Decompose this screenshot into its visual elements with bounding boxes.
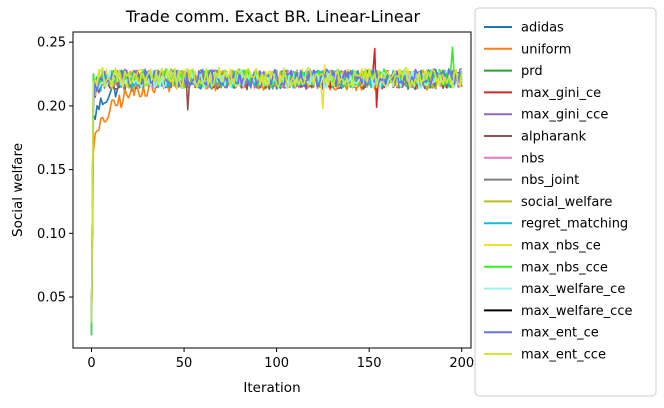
- series-line-regret-matching: [90, 69, 463, 323]
- legend-frame: [474, 7, 657, 397]
- legend-label: max_gini_ce: [521, 86, 601, 101]
- y-axis-label: Social welfare: [10, 143, 26, 237]
- series-line-uniform: [90, 72, 463, 323]
- legend-label: prd: [521, 64, 543, 79]
- series-line-adidas: [90, 70, 462, 336]
- legend-label: max_welfare_ce: [521, 282, 625, 297]
- series-line-max-nbs-cce: [90, 46, 463, 336]
- legend-label: max_nbs_ce: [521, 239, 601, 254]
- series-line-max-gini-cce: [90, 69, 463, 323]
- x-tick-label: 200: [449, 356, 474, 371]
- x-axis-label: Iteration: [243, 380, 300, 396]
- series-line-social-welfare: [90, 69, 463, 323]
- series-line-max-ent-ce: [90, 68, 462, 323]
- series-line-prd: [90, 69, 463, 329]
- x-tick-label: 150: [357, 356, 382, 371]
- y-tick-label: 0.25: [37, 36, 66, 51]
- y-tick-label: 0.10: [37, 227, 66, 242]
- series-line-alpharank: [90, 70, 463, 323]
- legend-label: nbs_joint: [521, 173, 579, 188]
- x-tick-label: 100: [264, 356, 289, 371]
- legend-label: uniform: [521, 42, 571, 57]
- legend-label: adidas: [521, 21, 564, 36]
- plot-lines: [90, 46, 463, 336]
- legend: adidas uniform prd max_gini_ce max_gini_ccea…: [474, 7, 657, 397]
- x-tick-label: 50: [176, 356, 193, 371]
- legend-label: max_nbs_cce: [521, 260, 608, 275]
- y-tick-label: 0.20: [37, 99, 66, 114]
- legend-label: alpharank: [521, 130, 587, 145]
- y-axis: 0.05 0.10 0.15 0.20 0.25: [37, 36, 73, 306]
- series-line-nbs-joint: [90, 69, 462, 323]
- legend-label: social_welfare: [521, 195, 612, 210]
- x-tick-label: 0: [87, 356, 95, 371]
- y-tick-label: 0.15: [37, 163, 66, 178]
- legend-label: nbs: [521, 151, 544, 166]
- legend-label: max_ent_ce: [521, 326, 599, 341]
- series-line-max-ent-cce: [90, 66, 463, 323]
- plot-area-frame: [72, 31, 472, 349]
- chart-title: Trade comm. Exact BR. Linear-Linear: [125, 7, 421, 26]
- y-tick-label: 0.05: [37, 291, 66, 306]
- series-line-max-welfare-ce: [90, 69, 463, 323]
- legend-label: max_ent_cce: [521, 348, 606, 363]
- legend-label: regret_matching: [521, 217, 628, 232]
- series-line-nbs: [90, 69, 463, 323]
- x-axis: 0 50 100 150 200: [87, 348, 474, 371]
- legend-label: max_gini_cce: [521, 108, 608, 123]
- series-line-max-nbs-ce: [90, 64, 463, 323]
- legend-label: max_welfare_cce: [521, 304, 632, 319]
